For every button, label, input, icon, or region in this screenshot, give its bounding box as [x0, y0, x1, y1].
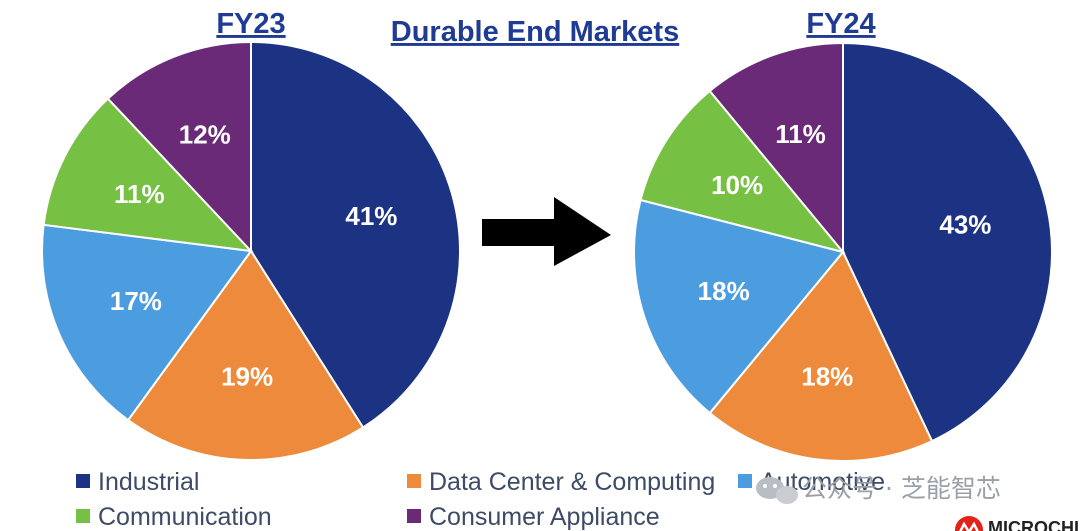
pie-slice-fy24-communication	[639, 89, 846, 254]
slice-label-fy24-communication: 10%	[711, 170, 763, 200]
watermark-text: 公众号 · 芝能智芯	[802, 474, 1001, 503]
pie-slice-fy23-industrial	[250, 40, 461, 429]
legend-item-industrial: Industrial	[76, 468, 199, 496]
legend-label-industrial: Industrial	[98, 468, 199, 496]
pie-slice-fy23-communication	[42, 97, 254, 253]
slice-label-fy24-consumer-appliance: 11%	[775, 119, 826, 149]
pie-slice-fy24-industrial	[842, 41, 1053, 443]
pie-fy23: FY23 41% 19% 17% 11% 12%	[41, 8, 461, 461]
chart-title: Durable End Markets	[391, 16, 679, 48]
legend-swatch-communication	[76, 509, 90, 523]
slice-label-fy23-data-center-and-computing: 19%	[221, 361, 273, 391]
legend-label-consumer-appliance: Consumer Appliance	[429, 503, 660, 531]
legend-swatch-automotive	[738, 474, 752, 488]
legend-item-data-center-and-computing: Data Center & Computing	[407, 468, 715, 496]
slice-label-fy24-automotive: 18%	[698, 276, 750, 306]
slice-label-fy24-data-center-and-computing: 18%	[801, 361, 853, 391]
pie-slice-fy24-consumer-appliance	[708, 41, 844, 255]
microchip-logo-icon	[955, 516, 983, 531]
chart-legend: Industrial Data Center & Computing Automot…	[76, 468, 885, 531]
pie-fy24: FY24 43% 18% 18% 10% 11%	[633, 8, 1053, 462]
legend-label-data-center-and-computing: Data Center & Computing	[429, 468, 715, 496]
legend-swatch-consumer-appliance	[407, 509, 421, 523]
right-arrow-icon	[482, 197, 611, 266]
pie-slice-fy24-automotive	[633, 198, 845, 415]
legend-swatch-industrial	[76, 474, 90, 488]
slice-label-fy23-industrial: 41%	[345, 201, 397, 231]
slice-label-fy24-industrial: 43%	[939, 210, 991, 240]
pie-slice-fy23-consumer-appliance	[106, 40, 252, 254]
legend-label-communication: Communication	[98, 503, 272, 531]
pie-title-fy23: FY23	[216, 8, 285, 40]
pie-title-fy24: FY24	[806, 8, 875, 40]
legend-item-consumer-appliance: Consumer Appliance	[407, 503, 660, 531]
slice-label-fy23-automotive: 17%	[110, 286, 162, 316]
legend-swatch-data-center-and-computing	[407, 474, 421, 488]
microchip-logo: MICROCHIP	[955, 516, 1080, 531]
watermark: 公众号 · 芝能智芯	[756, 474, 1001, 504]
slice-label-fy23-consumer-appliance: 12%	[179, 119, 231, 149]
logo-text: MICROCHIP	[988, 518, 1080, 531]
legend-item-communication: Communication	[76, 503, 272, 531]
pie-slice-fy23-automotive	[41, 223, 253, 422]
wechat-icon	[756, 477, 798, 504]
pie-slice-fy23-data-center-and-computing	[126, 249, 365, 461]
slice-label-fy23-communication: 11%	[114, 179, 165, 209]
pie-slice-fy24-data-center-and-computing	[708, 250, 934, 462]
